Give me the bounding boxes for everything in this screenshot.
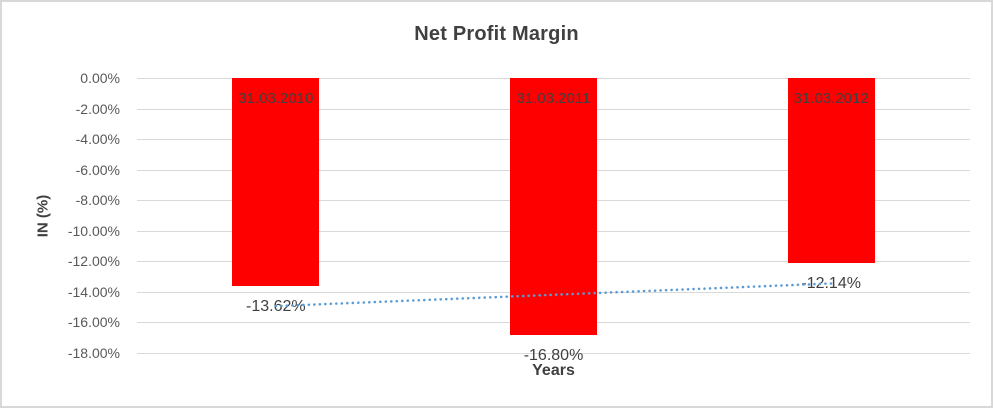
- bar-category-label: 31.03.2010: [238, 90, 314, 107]
- y-tick-label: -14.00%: [67, 283, 120, 300]
- y-tick-label: -6.00%: [75, 161, 120, 178]
- y-tick-label: 0.00%: [80, 70, 120, 86]
- bar-value-label: -16.80%: [523, 346, 584, 364]
- y-tick-label: -2.00%: [75, 100, 120, 117]
- gridline: [137, 353, 970, 354]
- bar-category-label: 31.03.2011: [516, 90, 591, 107]
- x-axis-title: Years: [532, 362, 575, 379]
- bar-31.03.2010: 31.03.2010: [232, 78, 320, 287]
- y-tick-label: -18.00%: [67, 345, 120, 361]
- trendline: [274, 282, 833, 308]
- y-tick-label: -12.00%: [67, 253, 120, 270]
- chart-title: Net Profit Margin: [414, 23, 579, 45]
- y-tick-label: -4.00%: [75, 131, 120, 148]
- plot-area: 31.03.2010 -13.62% 31.03.2011 -16.80% 31.03.…: [137, 78, 970, 364]
- y-tick-label: -16.00%: [67, 314, 120, 331]
- y-tick-label: -8.00%: [75, 192, 120, 209]
- y-axis-tick-labels: 0.00% -2.00% -4.00% -6.00% -8.00% -10.00% -12.…: [2, 2, 120, 406]
- bar-31.03.2012: 31.03.2012: [787, 78, 875, 264]
- y-tick-label: -10.00%: [67, 222, 120, 239]
- bar-31.03.2011: 31.03.2011: [510, 78, 597, 335]
- bar-category-label: 31.03.2012: [793, 90, 869, 107]
